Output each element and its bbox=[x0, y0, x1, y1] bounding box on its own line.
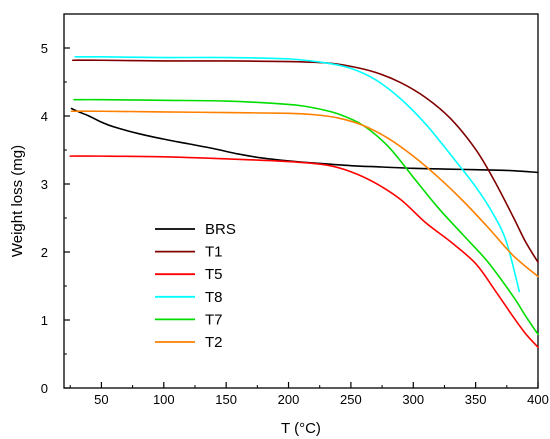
legend-label-t2: T2 bbox=[205, 334, 223, 351]
y-tick-label: 3 bbox=[41, 177, 48, 192]
series-line-t1 bbox=[71, 59, 539, 263]
series-line-t5 bbox=[69, 155, 539, 348]
x-tick-label: 350 bbox=[465, 392, 487, 407]
legend-label-t1: T1 bbox=[205, 244, 223, 261]
legend: BRS T1 T5 T8 T7 T2 bbox=[155, 221, 236, 351]
y-tick-label: 2 bbox=[41, 245, 48, 260]
x-tick-label: 100 bbox=[153, 392, 175, 407]
x-axis-ticks: 50 100 150 200 250 300 350 400 bbox=[69, 382, 549, 407]
legend-label-brs: BRS bbox=[205, 221, 236, 238]
series-line-t2 bbox=[70, 110, 539, 278]
x-axis-title: T (°C) bbox=[281, 420, 321, 437]
x-tick-label: 50 bbox=[94, 392, 108, 407]
series-lines bbox=[69, 55, 539, 348]
x-tick-label: 250 bbox=[340, 392, 362, 407]
series-line-t8 bbox=[74, 55, 521, 293]
x-tick-label: 150 bbox=[215, 392, 237, 407]
legend-label-t5: T5 bbox=[205, 266, 223, 283]
series-line-brs bbox=[70, 107, 539, 174]
y-tick-label: 4 bbox=[41, 109, 48, 124]
plot-frame bbox=[63, 13, 539, 389]
y-tick-label: 0 bbox=[41, 381, 48, 396]
y-axis-title: Weight loss (mg) bbox=[9, 145, 26, 257]
y-tick-label: 1 bbox=[41, 313, 48, 328]
legend-label-t8: T8 bbox=[205, 289, 223, 306]
y-axis-ticks: 0 1 2 3 4 5 bbox=[41, 41, 70, 396]
legend-label-t7: T7 bbox=[205, 311, 223, 328]
x-tick-label: 200 bbox=[278, 392, 300, 407]
x-tick-label: 300 bbox=[402, 392, 424, 407]
x-tick-label: 400 bbox=[527, 392, 549, 407]
series-line-t7 bbox=[73, 98, 539, 336]
y-tick-label: 5 bbox=[41, 41, 48, 56]
